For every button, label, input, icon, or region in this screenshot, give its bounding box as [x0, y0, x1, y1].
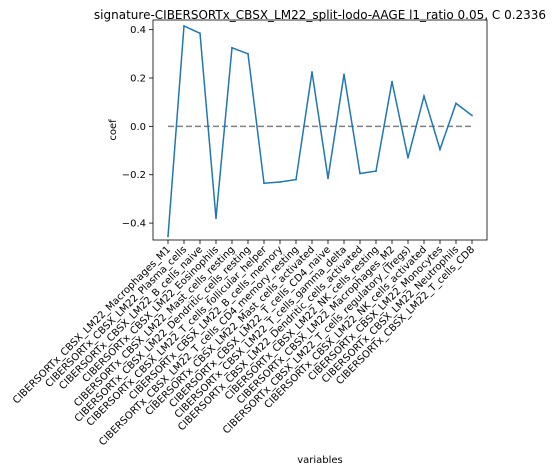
- data-point: [295, 178, 297, 181]
- y-axis: −0.4 −0.2 0.0 0.2 0.4: [122, 25, 153, 230]
- data-point: [327, 177, 329, 180]
- plot-area: [152, 19, 488, 241]
- data-point: [231, 46, 233, 49]
- data-point: [215, 217, 217, 220]
- y-axis-label: coef: [108, 119, 119, 141]
- data-point: [167, 235, 169, 238]
- y-tick-label: −0.4: [122, 219, 146, 230]
- data-point: [359, 172, 361, 175]
- y-tick-label: 0.2: [130, 74, 146, 85]
- y-tick-label: −0.2: [122, 170, 146, 181]
- x-axis: CIBERSORTx_CBSX_LM22_Macrophages_M1CIBER…: [11, 240, 477, 448]
- data-point: [247, 52, 249, 55]
- data-point: [391, 80, 393, 83]
- y-tick-label: 0.0: [130, 122, 146, 133]
- data-point: [471, 114, 473, 117]
- data-point: [439, 148, 441, 151]
- data-point: [375, 170, 377, 172]
- chart-title: signature-CIBERSORTx_CBSX_LM22_split-lod…: [94, 8, 546, 22]
- series-line: [167, 24, 473, 237]
- data-point: [343, 73, 345, 76]
- data-point: [183, 25, 185, 27]
- data-point: [263, 182, 265, 185]
- data-point: [455, 102, 457, 105]
- data-point: [407, 156, 409, 159]
- data-point: [311, 71, 313, 73]
- y-tick-label: 0.4: [130, 25, 146, 36]
- data-points: [167, 25, 473, 238]
- data-point: [279, 181, 281, 183]
- data-point: [199, 32, 201, 35]
- x-axis-label: variables: [297, 455, 343, 466]
- data-point: [423, 95, 425, 98]
